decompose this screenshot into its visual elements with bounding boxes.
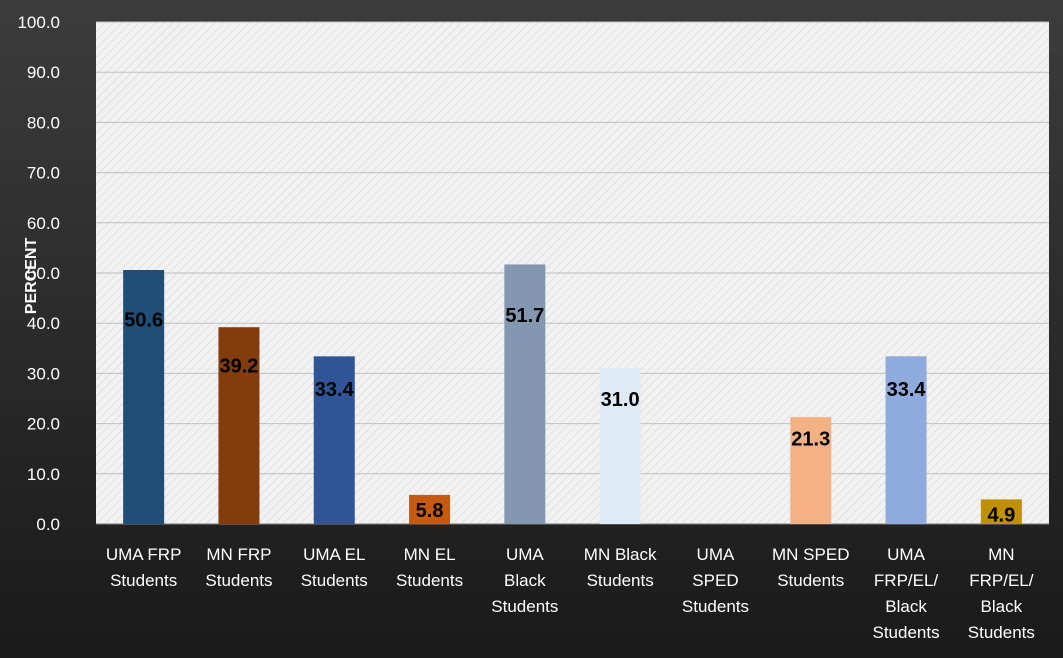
data-label: 33.4 bbox=[887, 379, 927, 401]
bars bbox=[123, 264, 1022, 524]
x-tick-label: MN EL Students bbox=[396, 545, 463, 590]
bar bbox=[790, 417, 832, 524]
data-label: 21.3 bbox=[791, 428, 830, 450]
y-axis-ticks: 0.0 10.0 20.0 30.0 40.0 50.0 60.0 70.0 80.0 90.0 1… bbox=[17, 13, 60, 534]
x-tick-label: MN FRP Students bbox=[205, 545, 272, 590]
data-label: 4.9 bbox=[987, 504, 1015, 526]
y-tick-label: 50.0 bbox=[27, 264, 60, 283]
y-tick-label: 40.0 bbox=[27, 314, 60, 333]
x-tick-label: UMA Black Students bbox=[491, 545, 558, 616]
y-tick-label: 20.0 bbox=[27, 415, 60, 434]
bar bbox=[980, 499, 1022, 524]
y-axis-title: PERCENT bbox=[23, 238, 40, 315]
x-tick-label: MN Black Students bbox=[584, 545, 657, 590]
data-label: 50.6 bbox=[124, 309, 163, 331]
data-label: 39.2 bbox=[219, 356, 258, 378]
x-axis-labels: UMA FRP Students MN FRP Students UMA EL Stude… bbox=[106, 545, 1035, 642]
bar bbox=[218, 327, 260, 524]
data-label: 31.0 bbox=[601, 389, 640, 411]
bar bbox=[599, 368, 641, 524]
bar bbox=[313, 356, 355, 524]
y-tick-label: 100.0 bbox=[17, 13, 60, 32]
data-label: 33.4 bbox=[315, 379, 355, 401]
bar bbox=[885, 356, 927, 524]
bar bbox=[504, 264, 546, 524]
x-tick-label: MN SPED Students bbox=[772, 545, 849, 590]
y-tick-label: 60.0 bbox=[27, 214, 60, 233]
y-tick-label: 80.0 bbox=[27, 113, 60, 132]
data-label: 51.7 bbox=[505, 305, 544, 327]
y-tick-label: 70.0 bbox=[27, 164, 60, 183]
data-label: 5.8 bbox=[416, 500, 444, 522]
y-tick-label: 10.0 bbox=[27, 465, 60, 484]
x-tick-label: UMA SPED Students bbox=[682, 545, 749, 616]
bar bbox=[409, 494, 451, 524]
bar bbox=[123, 269, 165, 524]
x-tick-label: UMA FRP Students bbox=[106, 545, 182, 590]
x-tick-label: UMA EL Students bbox=[301, 545, 368, 590]
data-labels: 50.6 39.2 33.4 5.8 51.7 31.0 21.3 33.4 4.9 bbox=[124, 305, 1015, 527]
x-tick-label: MN FRP/EL/Black Students bbox=[968, 545, 1035, 642]
y-tick-label: 90.0 bbox=[27, 63, 60, 82]
y-tick-label: 0.0 bbox=[36, 515, 60, 534]
y-tick-label: 30.0 bbox=[27, 364, 60, 383]
x-tick-label: UMA FRP/EL/Black Students bbox=[872, 545, 939, 642]
